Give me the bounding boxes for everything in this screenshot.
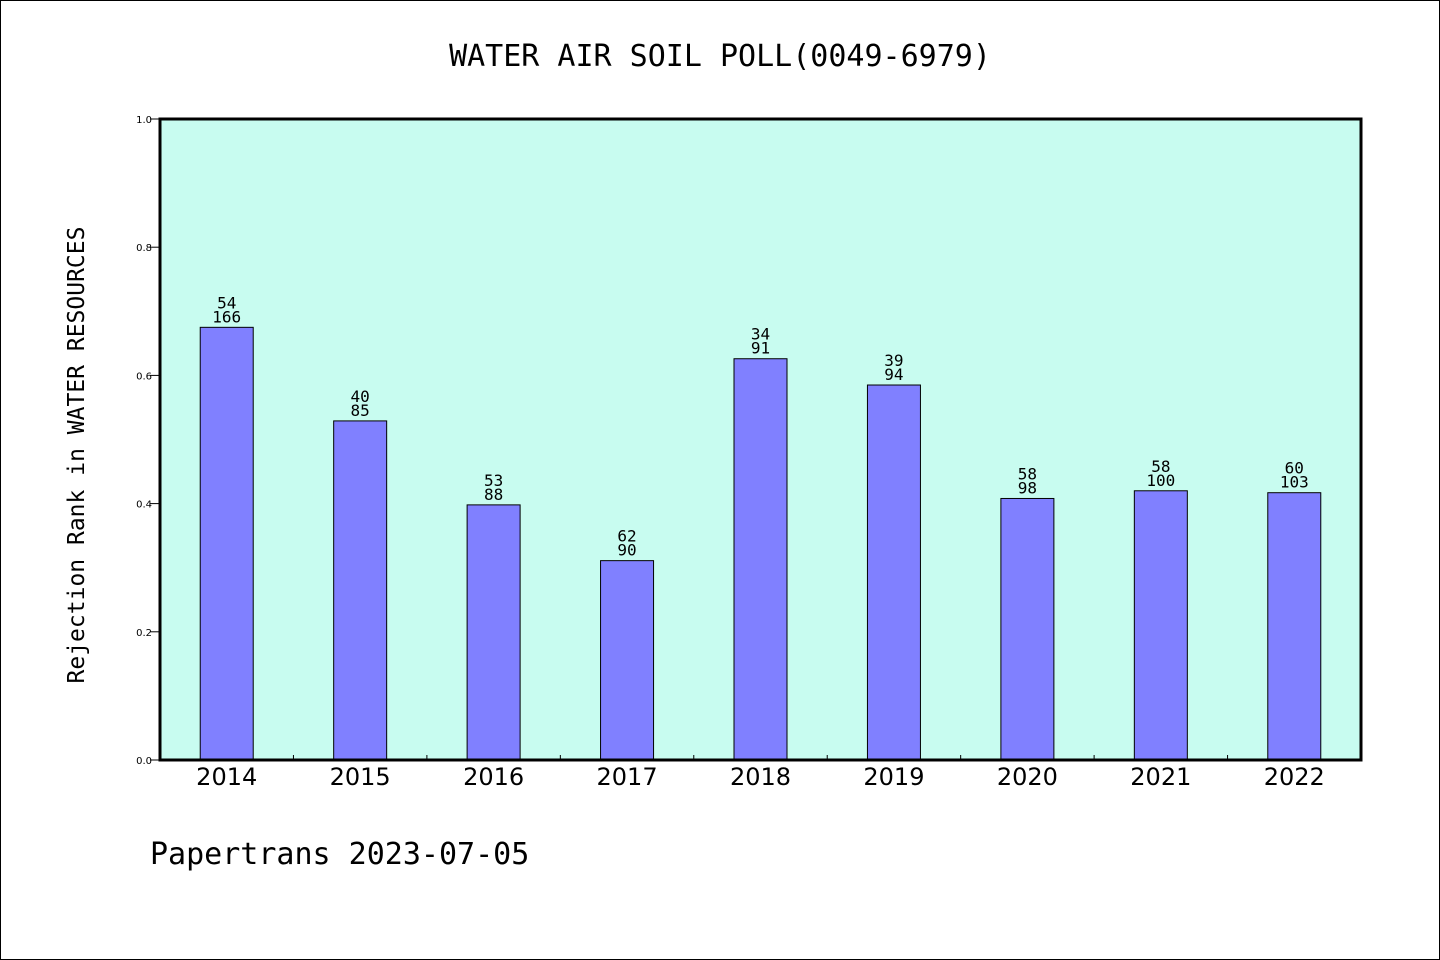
x-tick-label: 2015 xyxy=(330,763,391,791)
x-tick-label: 2021 xyxy=(1130,763,1191,791)
y-tick-label: 0.4 xyxy=(136,500,152,511)
bar-2021 xyxy=(1133,490,1188,761)
bar-rank-label: 34 xyxy=(751,325,770,344)
bar-rank-label: 58 xyxy=(1018,464,1037,483)
x-tick-label: 2020 xyxy=(997,763,1058,791)
bar-total-label: 100 xyxy=(1146,471,1175,490)
plot-border xyxy=(158,117,1363,762)
x-tick-label: 2022 xyxy=(1264,763,1325,791)
bar-total-label: 166 xyxy=(212,307,241,326)
bar-2014 xyxy=(199,326,254,761)
y-tick-label: 1.0 xyxy=(136,115,152,126)
x-tick-label: 2014 xyxy=(196,763,257,791)
bar-rank-label: 40 xyxy=(351,387,370,406)
footer-text: Papertrans 2023-07-05 xyxy=(150,837,529,872)
bar-total-label: 94 xyxy=(884,365,903,384)
bar-total-label: 90 xyxy=(617,541,636,560)
y-tick-label: 0.6 xyxy=(136,371,152,382)
chart-title: WATER AIR SOIL POLL(0049-6979) xyxy=(449,39,991,74)
x-tick-label: 2017 xyxy=(597,763,658,791)
bar-rank-label: 54 xyxy=(217,293,236,312)
bar-total-label: 88 xyxy=(484,485,503,504)
bar-rank-label: 53 xyxy=(484,471,503,490)
bar-2016 xyxy=(466,504,521,761)
bar-2022 xyxy=(1267,492,1322,761)
y-tick-label: 0.8 xyxy=(136,243,152,254)
bar-rank-label: 58 xyxy=(1151,457,1170,476)
bar-2015 xyxy=(333,420,388,761)
x-tick-label: 2016 xyxy=(463,763,524,791)
bar-total-label: 98 xyxy=(1018,478,1037,497)
bar-rank-label: 60 xyxy=(1285,459,1304,478)
y-tick-label: 0.2 xyxy=(136,628,152,639)
bar-2017 xyxy=(600,560,655,761)
bar-rank-label: 62 xyxy=(617,527,636,546)
bar-total-label: 103 xyxy=(1280,473,1309,492)
x-tick-label: 2018 xyxy=(730,763,791,791)
bar-2019 xyxy=(866,384,921,761)
bar-2018 xyxy=(733,358,788,761)
bar-total-label: 85 xyxy=(351,401,370,420)
bar-rank-label: 39 xyxy=(884,351,903,370)
y-tick-label: 0.0 xyxy=(136,756,152,767)
bar-2020 xyxy=(1000,497,1055,761)
y-axis-label: Rejection Rank in WATER RESOURCES xyxy=(64,227,90,684)
bar-total-label: 91 xyxy=(751,339,770,358)
x-tick-label: 2019 xyxy=(863,763,924,791)
